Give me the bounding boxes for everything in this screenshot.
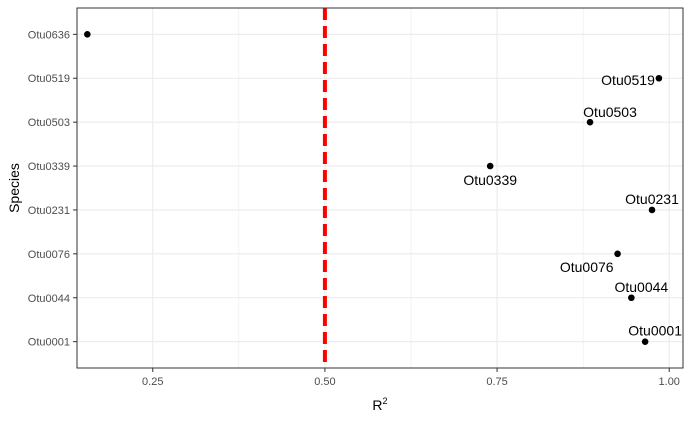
- y-axis: Otu0001 Otu0044 Otu0076 Otu0231 Otu0339 Otu05…: [28, 29, 77, 349]
- grid-lines: [77, 8, 683, 368]
- data-point-otu0044: [628, 294, 635, 302]
- point-label-otu0519: Otu0519: [601, 72, 655, 88]
- x-tick-label: 0.25: [142, 376, 163, 388]
- y-tick-label-otu0519: Otu0519: [28, 73, 70, 85]
- panel-border: [76, 7, 684, 369]
- point-label-otu0076: Otu0076: [560, 259, 614, 275]
- y-tick-label-otu0001: Otu0001: [28, 337, 70, 349]
- data-point-otu0519: [655, 74, 663, 82]
- point-label-otu0001: Otu0001: [628, 323, 682, 339]
- data-point-otu0231: [648, 206, 656, 214]
- y-tick-label-otu0044: Otu0044: [28, 293, 70, 305]
- point-label-otu0231: Otu0231: [625, 191, 679, 207]
- data-point-otu0503: [586, 118, 594, 126]
- data-point-otu0636: [84, 31, 91, 38]
- y-tick-label-otu0076: Otu0076: [28, 249, 70, 261]
- data-point-otu0001: [641, 338, 649, 345]
- point-labels: Otu0519Otu0503Otu0339Otu0231Otu0076Otu00…: [463, 72, 682, 338]
- x-tick-label: 0.50: [314, 376, 335, 388]
- data-points: [84, 31, 663, 345]
- x-tick-label: 0.75: [486, 376, 507, 388]
- y-axis-title: Species: [6, 163, 22, 213]
- y-tick-label-otu0503: Otu0503: [28, 117, 70, 129]
- x-axis-title-text: R: [372, 397, 382, 413]
- x-axis: 0.25 0.50 0.75 1.00: [142, 368, 680, 388]
- y-tick-label-otu0231: Otu0231: [28, 205, 70, 217]
- point-label-otu0503: Otu0503: [583, 104, 637, 120]
- y-tick-label-otu0339: Otu0339: [28, 161, 70, 173]
- x-axis-title: R2: [372, 396, 387, 413]
- x-tick-label: 1.00: [659, 376, 680, 388]
- point-label-otu0339: Otu0339: [463, 172, 517, 188]
- data-point-otu0076: [614, 250, 621, 258]
- data-point-otu0339: [486, 162, 494, 170]
- point-label-otu0044: Otu0044: [614, 279, 668, 295]
- y-tick-label-otu0636: Otu0636: [28, 29, 70, 41]
- x-axis-title-superscript: 2: [383, 396, 388, 406]
